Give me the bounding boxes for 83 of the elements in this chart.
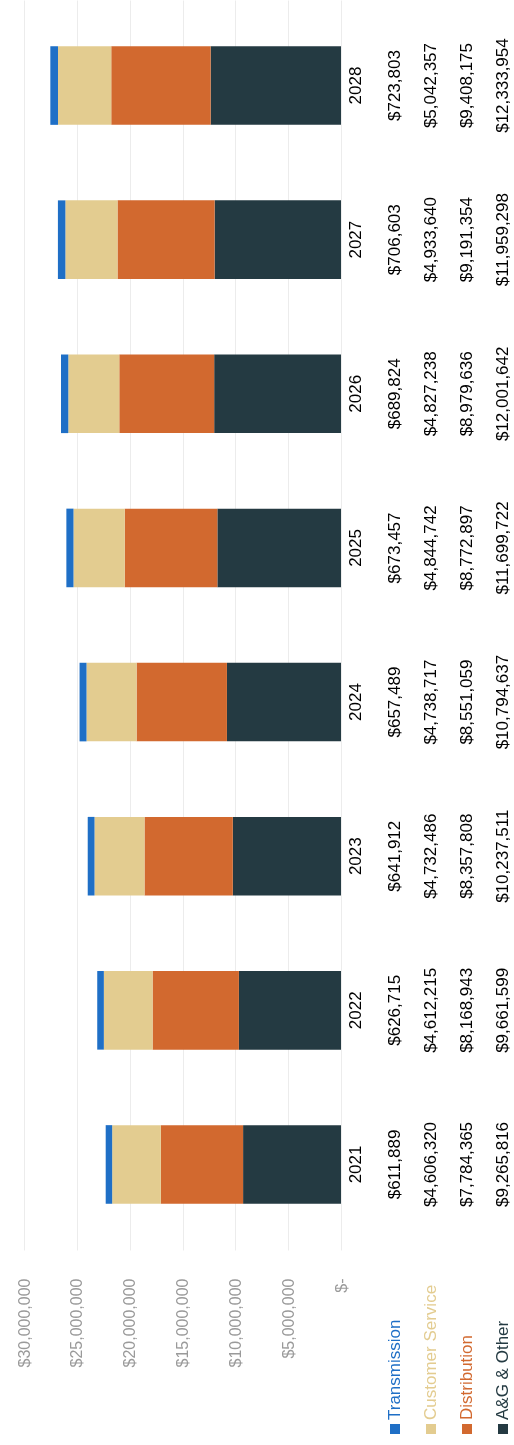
text: Transmission [385, 1319, 404, 1420]
y-tick-label: 2026 [345, 374, 365, 413]
bar [136, 662, 227, 742]
data-label: $4,612,215 [421, 967, 440, 1053]
x-tick-label: $15,000,000 [174, 1278, 191, 1368]
y-tick-label: 2027 [345, 220, 365, 259]
bar [105, 1125, 113, 1204]
x-tick-label: $20,000,000 [121, 1278, 139, 1368]
y-tick-label: 2022 [345, 991, 365, 1030]
bar [232, 816, 341, 896]
y-tick-label: 2028 [345, 66, 365, 105]
data-label: $4,827,238 [421, 351, 440, 437]
y-tick-label: 2025 [345, 529, 365, 567]
text: A&G & Other [493, 1320, 512, 1420]
bar [117, 200, 215, 279]
data-label: $8,357,808 [457, 813, 476, 899]
data-label: $689,824 [385, 358, 404, 430]
x-tick-label: $- [332, 1278, 350, 1293]
bar [97, 971, 104, 1050]
x-tick-label: $30,000,000 [15, 1278, 33, 1368]
bar [119, 354, 215, 434]
bar [217, 508, 341, 588]
data-label: $9,408,175 [457, 43, 476, 129]
data-label: $10,794,637 [493, 654, 512, 750]
bar [57, 46, 112, 125]
data-label: $4,933,640 [421, 197, 440, 283]
bar [87, 816, 95, 896]
data-label: $4,606,320 [421, 1121, 440, 1207]
bar [124, 508, 218, 588]
data-label: $9,661,599 [493, 967, 512, 1053]
data-label: $11,699,722 [493, 501, 512, 595]
data-label: $9,265,816 [493, 1121, 512, 1207]
data-label: $673,457 [385, 512, 404, 584]
text: Customer Service [421, 1284, 440, 1420]
bar [214, 200, 341, 279]
bar [73, 508, 125, 588]
data-label: $11,959,298 [493, 193, 512, 287]
bar [57, 200, 66, 279]
bar [112, 1125, 161, 1204]
data-label: $12,001,642 [493, 346, 512, 442]
data-label: $7,784,365 [457, 1121, 476, 1207]
text: Distribution [457, 1334, 476, 1420]
data-label: $641,912 [385, 820, 404, 892]
data-label: $723,803 [385, 50, 404, 121]
data-label: $8,551,059 [457, 659, 476, 745]
data-label: $611,889 [385, 1129, 404, 1200]
bar [214, 354, 341, 434]
x-tick-label: $5,000,000 [279, 1278, 297, 1359]
y-tick-label: 2021 [345, 1145, 365, 1184]
data-label: $5,042,357 [421, 43, 440, 129]
data-label: $4,844,742 [421, 505, 440, 591]
bar [66, 508, 74, 588]
bar [160, 1125, 244, 1204]
data-label: $8,168,943 [457, 967, 476, 1053]
y-tick-label: 2024 [345, 683, 365, 721]
bar [94, 816, 145, 896]
x-tick-label: $10,000,000 [226, 1278, 244, 1368]
data-label: $657,489 [385, 666, 404, 738]
x-tick-label: $25,000,000 [68, 1278, 86, 1368]
data-label: $8,979,636 [457, 351, 476, 437]
data-label: $10,237,511 [493, 809, 512, 903]
y-tick-label: 2023 [345, 837, 365, 876]
data-label: $4,732,486 [421, 813, 440, 899]
data-label: $706,603 [385, 204, 404, 276]
bar [103, 971, 153, 1050]
data-label: $4,738,717 [421, 659, 440, 745]
bar [243, 1125, 341, 1204]
bar [144, 816, 233, 896]
bar [152, 971, 239, 1050]
bar [86, 662, 137, 742]
data-label: $12,333,954 [493, 38, 512, 133]
data-label: $8,772,897 [457, 505, 476, 591]
data-label: $626,715 [385, 974, 404, 1046]
bar [65, 200, 118, 279]
bar [226, 662, 341, 742]
bar [111, 46, 211, 125]
data-label: $9,191,354 [457, 197, 476, 283]
bar [238, 971, 341, 1050]
bar [210, 46, 341, 125]
bar [61, 354, 69, 434]
bar [50, 46, 58, 125]
bar [79, 662, 87, 742]
bar [68, 354, 120, 434]
